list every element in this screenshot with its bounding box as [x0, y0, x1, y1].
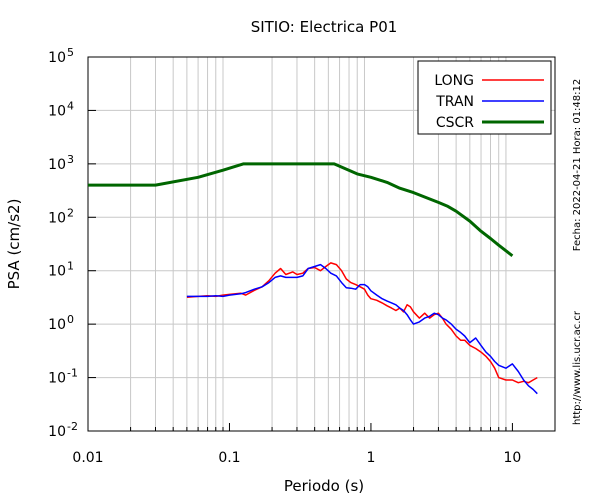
y-tick-exponent: 0 [67, 313, 74, 326]
series-line-cscr [88, 162, 514, 257]
x-tick-label: 0.01 [72, 450, 103, 466]
source-url-note: http://www.lis.ucr.ac.cr [572, 310, 583, 425]
y-tick-base: 10 [48, 317, 66, 333]
axis-ticks [87, 56, 556, 432]
y-tick-base: 10 [48, 264, 66, 280]
x-tick-label: 1 [366, 450, 375, 466]
series-line-long [186, 262, 538, 384]
y-tick-base: 10 [48, 210, 66, 226]
y-tick-exponent: 5 [67, 46, 74, 59]
y-tick-label: 10 [48, 317, 66, 333]
y-axis-label: PSA (cm/s2) [5, 199, 23, 290]
series-lines [88, 162, 538, 395]
y-tick-label: 10 [48, 103, 66, 119]
y-tick-exponent: 2 [67, 206, 74, 219]
x-tick-label: 0.1 [218, 450, 240, 466]
series-line-tran [186, 263, 538, 395]
legend-label-cscr: CSCR [436, 115, 474, 131]
y-tick-base: 10 [48, 424, 66, 440]
x-axis-label: Periodo (s) [284, 477, 364, 495]
y-tick-base: 10 [48, 103, 66, 119]
legend-label-tran: TRAN [435, 94, 474, 110]
legend: LONG TRAN CSCR [417, 60, 552, 135]
y-tick-base: 10 [48, 50, 66, 66]
y-tick-base: 10 [48, 371, 66, 387]
y-tick-label: 10 [48, 210, 66, 226]
y-tick-exponent: 3 [67, 153, 74, 166]
y-tick-exponent: 1 [67, 260, 74, 273]
x-tick-labels: 0.01 0.1 1 10 [72, 450, 521, 466]
legend-label-long: LONG [434, 73, 474, 89]
y-tick-label: 10 [48, 371, 66, 387]
y-tick-exponent: -2 [67, 420, 78, 433]
plot-frame [87, 56, 556, 432]
chart-title: SITIO: Electrica P01 [251, 18, 398, 36]
y-tick-base: 10 [48, 157, 66, 173]
y-tick-exponent: -1 [67, 367, 78, 380]
y-tick-label: 10 [48, 157, 66, 173]
y-tick-exponent: 4 [67, 99, 74, 112]
y-tick-label: 10 [48, 424, 66, 440]
x-tick-label: 10 [503, 450, 521, 466]
y-tick-label: 10 [48, 264, 66, 280]
y-tick-label: 10 [48, 50, 66, 66]
timestamp-note: Fecha: 2022-04-21 Hora: 01:48:12 [572, 79, 583, 252]
